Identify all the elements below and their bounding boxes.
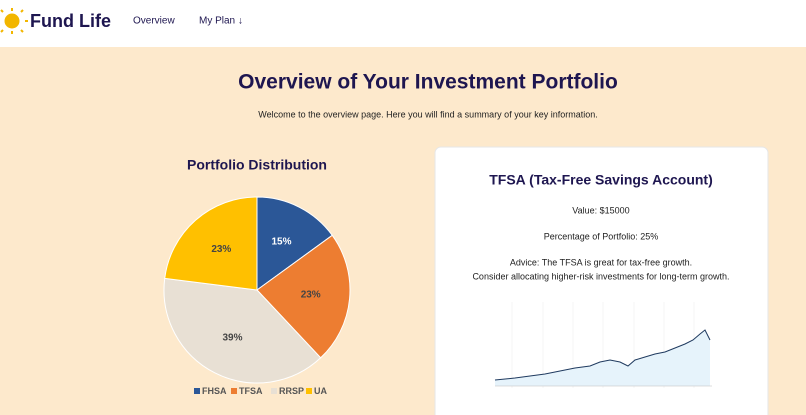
legend-swatch bbox=[231, 388, 237, 394]
legend-label: FHSA bbox=[202, 386, 227, 396]
growth-chart-image bbox=[494, 302, 712, 388]
chart-title: Portfolio Distribution bbox=[187, 157, 327, 173]
logo-icon bbox=[0, 8, 28, 34]
slice-label: 23% bbox=[211, 244, 231, 255]
pie-slice bbox=[256, 196, 333, 291]
legend-swatch bbox=[271, 388, 277, 394]
brand[interactable]: Fund Life bbox=[30, 11, 111, 31]
page-title: Overview of Your Investment Portfolio bbox=[238, 71, 618, 94]
legend-label: RRSP bbox=[279, 386, 304, 396]
slice-label: 23% bbox=[301, 290, 321, 301]
legend-swatch bbox=[306, 388, 312, 394]
header bbox=[0, 0, 806, 47]
card-percentage: Percentage of Portfolio: 25% bbox=[544, 231, 659, 241]
card-title: TFSA (Tax-Free Savings Account) bbox=[489, 172, 713, 188]
legend-swatch bbox=[194, 388, 200, 394]
card-advice: Advice: The TFSA is great for tax-free g… bbox=[510, 257, 692, 267]
slice-label: 39% bbox=[223, 333, 243, 344]
legend-label: TFSA bbox=[239, 386, 263, 396]
nav-link[interactable]: Overview bbox=[133, 16, 175, 27]
pie-slice bbox=[256, 234, 351, 359]
slice-label: 15% bbox=[271, 237, 291, 248]
card-advice: Consider allocating higher-risk investme… bbox=[472, 271, 729, 281]
page-subtitle: Welcome to the overview page. Here you w… bbox=[258, 109, 597, 119]
nav-link[interactable]: My Plan ↓ bbox=[199, 16, 243, 27]
pie-slice bbox=[163, 277, 322, 384]
pie-slice bbox=[164, 196, 258, 291]
legend-label: UA bbox=[314, 386, 327, 396]
card-value: Value: $15000 bbox=[572, 205, 629, 215]
